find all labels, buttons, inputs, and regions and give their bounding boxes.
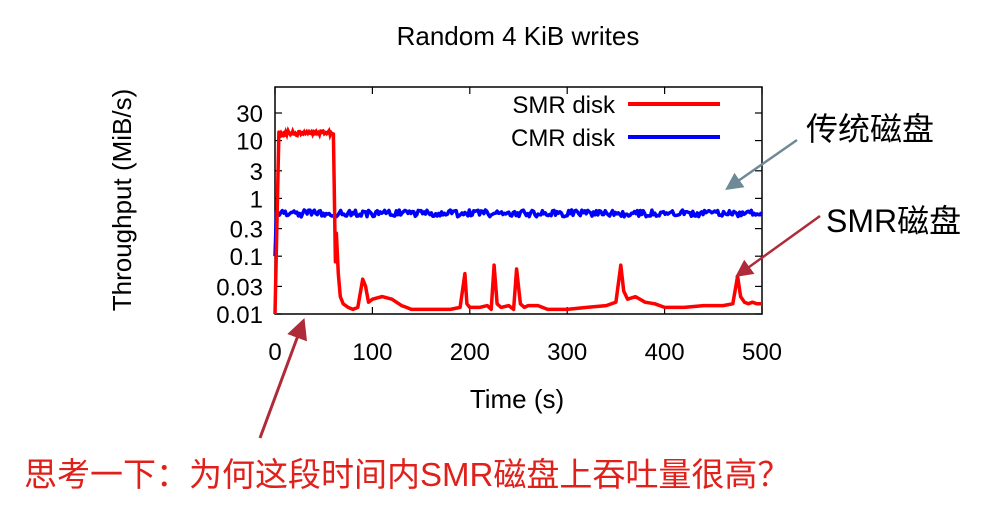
- series-line-cmr: [273, 208, 764, 257]
- y-tick-label: 10: [236, 129, 263, 156]
- smr-annotation-arrow: [735, 214, 821, 278]
- x-tick-label: 500: [742, 339, 782, 366]
- x-tick-label: 300: [547, 339, 587, 366]
- x-tick-label: 0: [268, 339, 281, 366]
- x-tick-label: 200: [450, 339, 490, 366]
- cmr-annotation-label: 传统磁盘: [806, 111, 934, 147]
- series-line-smr: [273, 130, 762, 315]
- y-tick-label: 1: [250, 186, 263, 213]
- series-layer: [273, 126, 764, 315]
- legend-label-smr: SMR disk: [512, 92, 616, 119]
- y-tick-label: 3: [250, 159, 263, 186]
- y-tick-label: 0.03: [216, 274, 263, 301]
- y-tick-label: 0.1: [230, 244, 263, 271]
- plot-frame: [274, 86, 763, 315]
- x-tick-label: 100: [352, 339, 392, 366]
- legend-label-cmr: CMR disk: [511, 125, 616, 152]
- x-axis-label: Time (s): [470, 384, 564, 414]
- question-text: 思考一下：为何这段时间内SMR磁盘上吞吐量很高？: [24, 456, 790, 493]
- chart-title: Random 4 KiB writes: [397, 21, 640, 51]
- series-line-smr-plateau: [278, 126, 334, 141]
- legend: SMR disk CMR disk: [511, 92, 720, 152]
- y-tick-label: 0.01: [216, 302, 263, 329]
- cmr-annotation-arrow: [725, 138, 798, 190]
- y-tick-label: 0.3: [230, 217, 263, 244]
- x-tick-label: 400: [645, 339, 685, 366]
- question-arrow: [258, 318, 308, 439]
- y-axis-label: Throughput (MiB/s): [107, 89, 137, 312]
- x-ticks: 0 100 200 300 400 500: [268, 87, 782, 366]
- smr-annotation-label: SMR磁盘: [826, 203, 961, 239]
- y-tick-label: 30: [236, 101, 263, 128]
